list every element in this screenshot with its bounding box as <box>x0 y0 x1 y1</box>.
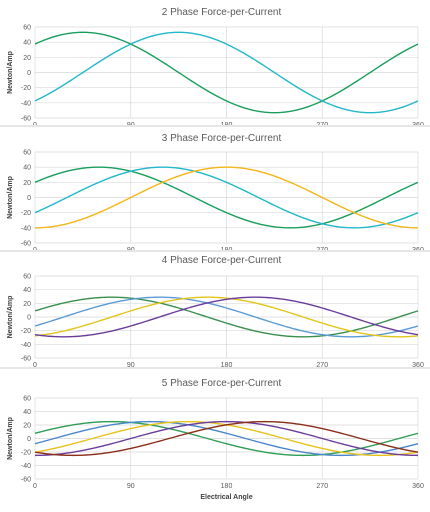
y-tick-label: 20 <box>23 180 31 187</box>
y-tick-label: 60 <box>23 396 31 403</box>
series-line-4 <box>34 420 419 457</box>
y-tick-label: 60 <box>23 25 31 32</box>
y-tick-label: -20 <box>21 450 31 457</box>
y-tick-label: 40 <box>23 165 31 172</box>
chart-title: 5 Phase Force-per-Current <box>162 378 282 389</box>
y-tick-label: 40 <box>23 287 31 294</box>
chart-title: 2 Phase Force-per-Current <box>162 7 282 18</box>
chart-separator <box>0 250 430 252</box>
y-tick-label: -40 <box>21 100 31 107</box>
y-tick-label: 40 <box>23 409 31 416</box>
y-tick-label: -40 <box>21 342 31 349</box>
x-tick-label: 90 <box>127 483 135 490</box>
series-line-5 <box>34 420 419 457</box>
x-tick-label: 90 <box>127 362 135 369</box>
series-line-1 <box>34 296 419 338</box>
x-tick-label: 180 <box>221 362 233 369</box>
x-tick-label: 0 <box>33 362 37 369</box>
y-tick-label: -60 <box>21 116 31 123</box>
x-tick-label: 180 <box>221 483 233 490</box>
x-tick-label: 360 <box>412 362 424 369</box>
x-tick-label: 0 <box>33 483 37 490</box>
y-tick-label: 40 <box>23 40 31 47</box>
chart-title: 4 Phase Force-per-Current <box>162 255 282 266</box>
y-axis-label: Newton/Amp <box>7 51 14 94</box>
y-tick-label: 0 <box>27 315 31 322</box>
x-tick-label: 270 <box>316 362 328 369</box>
chart-title: 3 Phase Force-per-Current <box>162 133 282 144</box>
y-axis-label: Newton/Amp <box>7 417 14 460</box>
y-tick-label: -60 <box>21 477 31 484</box>
chart-separator <box>0 125 430 127</box>
y-tick-label: -60 <box>21 241 31 248</box>
y-tick-label: -40 <box>21 225 31 232</box>
chart-4: 5 Phase Force-per-Current 60 40 20 0 -20 -40 -6… <box>7 378 424 501</box>
x-tick-label: 360 <box>412 483 424 490</box>
y-tick-label: 60 <box>23 150 31 157</box>
chart-1: 2 Phase Force-per-Current 60 40 20 0 -20 -40 -6… <box>0 7 430 129</box>
series-line-2 <box>34 166 419 229</box>
y-tick-label: -40 <box>21 463 31 470</box>
y-axis-label: Newton/Amp <box>7 296 14 339</box>
y-tick-label: -20 <box>21 328 31 335</box>
y-tick-label: -20 <box>21 85 31 92</box>
series-line-2 <box>34 31 419 114</box>
series-line-1 <box>34 420 419 457</box>
x-axis-label: Electrical Angle <box>200 494 252 501</box>
y-tick-label: 0 <box>27 195 31 202</box>
y-tick-label: 0 <box>27 70 31 77</box>
y-tick-label: -60 <box>21 356 31 363</box>
chart-separator <box>0 367 430 369</box>
y-tick-label: 0 <box>27 436 31 443</box>
y-tick-label: 20 <box>23 301 31 308</box>
series-line-2 <box>34 296 419 338</box>
y-tick-label: 20 <box>23 423 31 430</box>
series-line-3 <box>34 166 419 229</box>
series-line-1 <box>34 31 419 114</box>
series-line-2 <box>34 420 419 457</box>
y-tick-label: 20 <box>23 55 31 62</box>
y-axis-label: Newton/Amp <box>7 176 14 219</box>
series-line-4 <box>34 296 419 338</box>
x-tick-label: 270 <box>316 483 328 490</box>
charts-layer: 2 Phase Force-per-Current 60 40 20 0 -20 -40 -6… <box>0 7 430 501</box>
y-tick-label: -20 <box>21 210 31 217</box>
chart-3: 4 Phase Force-per-Current 60 40 20 0 -20 -40 -6… <box>0 255 430 369</box>
y-tick-label: 60 <box>23 274 31 281</box>
chart-2: 3 Phase Force-per-Current 60 40 20 0 -20 -40 -6… <box>0 133 430 254</box>
series-line-3 <box>34 296 419 338</box>
